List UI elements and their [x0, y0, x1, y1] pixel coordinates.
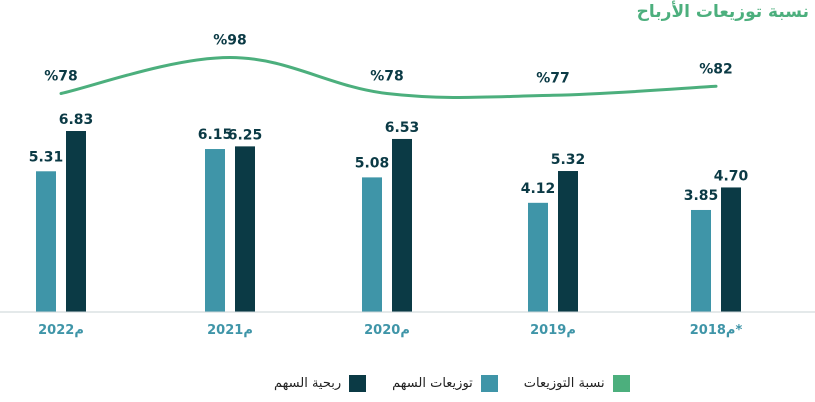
category-label-4: 2018م*: [690, 323, 743, 338]
ratio-line: [59, 56, 718, 99]
chart-title: نسبة توزيعات الأرباح: [636, 2, 809, 22]
bar-dps-3: [528, 202, 548, 312]
label-ratio-3: %77: [536, 70, 570, 86]
bar-eps-1: [235, 146, 255, 312]
bar-dps-2: [362, 177, 382, 312]
bar-eps-0: [66, 131, 86, 312]
label-ratio-1: %98: [213, 33, 247, 49]
bar-eps-3: [558, 171, 578, 312]
category-label-2: 2020م: [364, 323, 410, 338]
legend-item-ratio: نسبة التوزيعات: [524, 375, 630, 392]
ratio-line-layer: [59, 56, 718, 99]
label-eps-1: 6.25: [228, 127, 263, 143]
bar-dps-1: [205, 149, 225, 312]
legend-swatch-dps: [480, 375, 498, 392]
label-dps-2: 5.08: [355, 155, 390, 171]
category-label-1: 2021م: [207, 323, 253, 338]
bar-dps-0: [36, 171, 56, 312]
bar-eps-4: [721, 187, 741, 312]
label-ratio-0: %78: [44, 69, 78, 85]
legend-swatch-ratio: [612, 375, 630, 392]
bar-dps-4: [691, 209, 711, 312]
label-dps-4: 3.85: [684, 188, 719, 204]
bar-eps-2: [392, 138, 412, 312]
label-eps-2: 6.53: [385, 120, 420, 136]
legend: نسبة التوزيعات توزيعات السهم ربحية السهم: [248, 375, 630, 392]
label-dps-1: 6.15: [198, 127, 233, 143]
label-eps-4: 4.70: [714, 168, 749, 184]
legend-label-dps: توزيعات السهم: [392, 376, 473, 391]
legend-item-eps: ربحية السهم: [274, 375, 367, 392]
labels-layer: 5.31 6.83 2022م 6.156.25 2021م 5.08 6.53 2020م 4…: [29, 33, 749, 339]
category-label-3: 2019م: [530, 323, 576, 338]
category-label-0: 2022م: [38, 323, 84, 338]
label-ratio-4: %82: [699, 61, 733, 77]
label-eps-3: 5.32: [551, 152, 586, 168]
legend-label-ratio: نسبة التوزيعات: [523, 376, 605, 391]
label-dps-3: 4.12: [521, 181, 556, 197]
legend-swatch-eps: [349, 375, 367, 392]
label-dps-0: 5.31: [29, 149, 64, 165]
bars-layer: [36, 131, 741, 312]
label-eps-0: 6.83: [59, 112, 94, 128]
legend-item-dps: توزيعات السهم: [392, 375, 498, 392]
legend-label-eps: ربحية السهم: [274, 376, 342, 391]
label-ratio-2: %78: [370, 69, 404, 85]
